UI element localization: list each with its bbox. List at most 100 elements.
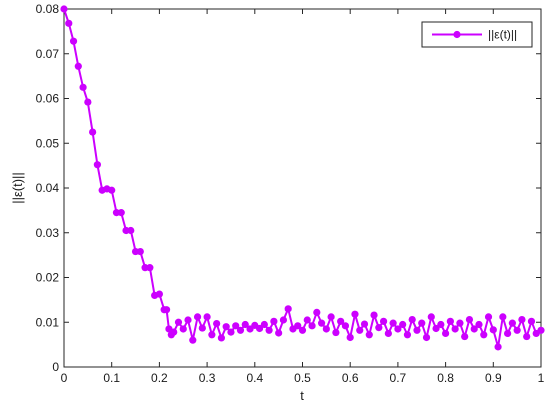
data-point: [403, 331, 412, 339]
x-axis-label: t: [300, 388, 304, 403]
data-point: [475, 320, 483, 329]
data-point: [162, 306, 171, 314]
data-point: [480, 331, 488, 339]
y-axis-label: ||ε(t)||: [10, 172, 25, 204]
data-point: [513, 326, 521, 334]
x-tick-label: 0.1: [103, 371, 120, 385]
plot-area: [63, 8, 542, 368]
data-point: [337, 317, 345, 325]
data-point: [518, 315, 526, 324]
data-point: [504, 329, 512, 338]
data-point: [170, 328, 178, 336]
data-point: [222, 323, 230, 331]
data-point: [408, 315, 416, 324]
data-point: [217, 334, 226, 342]
data-point: [241, 320, 249, 329]
data-point: [236, 326, 245, 334]
data-point: [146, 264, 154, 272]
data-point: [484, 313, 493, 321]
data-point: [399, 320, 407, 329]
data-point: [255, 324, 264, 333]
x-tick-label: 0.3: [199, 371, 216, 385]
data-point: [65, 19, 73, 27]
data-point: [60, 5, 68, 13]
data-point: [117, 209, 125, 217]
data-point: [179, 325, 187, 333]
x-tick-label: 0.5: [294, 371, 311, 385]
x-tick-label: 0.2: [151, 371, 168, 385]
data-point: [384, 329, 392, 338]
data-point: [494, 343, 502, 351]
data-point: [456, 319, 464, 327]
data-point: [422, 333, 431, 342]
data-point: [198, 324, 206, 332]
data-point: [260, 320, 268, 329]
data-point: [322, 325, 330, 333]
x-tick-label: 0: [61, 371, 68, 385]
data-point: [79, 83, 87, 91]
data-point: [379, 317, 388, 325]
data-point: [465, 315, 474, 324]
data-point: [437, 320, 445, 329]
data-point: [227, 328, 235, 336]
data-point: [442, 329, 450, 338]
data-point: [451, 325, 459, 333]
y-tick-label: 0.05: [36, 136, 60, 150]
data-point: [184, 316, 192, 324]
data-point: [360, 320, 369, 328]
data-point: [108, 186, 116, 194]
y-tick-label: 0.03: [36, 226, 60, 240]
data-point: [470, 325, 478, 333]
data-point: [313, 308, 321, 317]
data-point: [351, 310, 359, 318]
data-point: [270, 317, 278, 325]
y-tick-label: 0.06: [36, 92, 60, 106]
data-point: [174, 318, 183, 326]
data-point: [232, 322, 240, 330]
x-tick-label: 0.6: [342, 371, 359, 385]
data-point: [193, 313, 202, 321]
data-point: [203, 313, 211, 321]
data-point: [84, 98, 92, 106]
data-point: [317, 319, 326, 327]
x-tick-label: 0.4: [246, 371, 263, 385]
data-point: [413, 326, 421, 334]
series-layer: [60, 5, 545, 351]
data-point: [213, 319, 221, 328]
data-point: [265, 326, 273, 334]
data-point: [356, 326, 364, 334]
x-tick-label: 0.8: [437, 371, 454, 385]
data-point: [332, 328, 340, 337]
y-tick-label: 0.02: [36, 271, 60, 285]
data-point: [461, 332, 469, 341]
legend-marker: [453, 30, 461, 39]
y-tick-label: 0.01: [36, 315, 60, 329]
data-point: [89, 128, 97, 136]
data-point: [275, 329, 283, 337]
y-tick-label: 0.08: [36, 2, 60, 16]
legend: ||ε(t)||: [421, 21, 533, 48]
data-point: [389, 319, 397, 327]
y-tick-label: 0.07: [36, 47, 60, 61]
y-tick-label: 0: [52, 360, 59, 374]
data-point: [284, 305, 292, 313]
data-point: [375, 324, 383, 332]
x-tick-label: 1: [538, 371, 545, 385]
data-point: [327, 313, 335, 321]
data-point: [127, 226, 135, 235]
data-point: [537, 326, 545, 334]
data-point: [298, 326, 307, 334]
y-tick-label: 0.04: [36, 181, 60, 195]
data-point: [432, 324, 440, 333]
data-point: [189, 336, 197, 344]
data-point: [136, 247, 144, 256]
data-point: [93, 161, 101, 169]
data-point: [418, 319, 426, 327]
data-point: [303, 316, 311, 324]
x-tick-label: 0.7: [390, 371, 407, 385]
data-point: [74, 62, 82, 70]
y-axis-ticks: 0 0.01 0.02 0.03 0.04 0.05 0.06 0.07 0.08: [36, 2, 541, 374]
data-point: [427, 313, 435, 321]
x-axis-ticks: 0 0.1 0.2 0.3 0.4 0.5 0.6 0.7 0.8 0.9 1: [61, 9, 545, 385]
